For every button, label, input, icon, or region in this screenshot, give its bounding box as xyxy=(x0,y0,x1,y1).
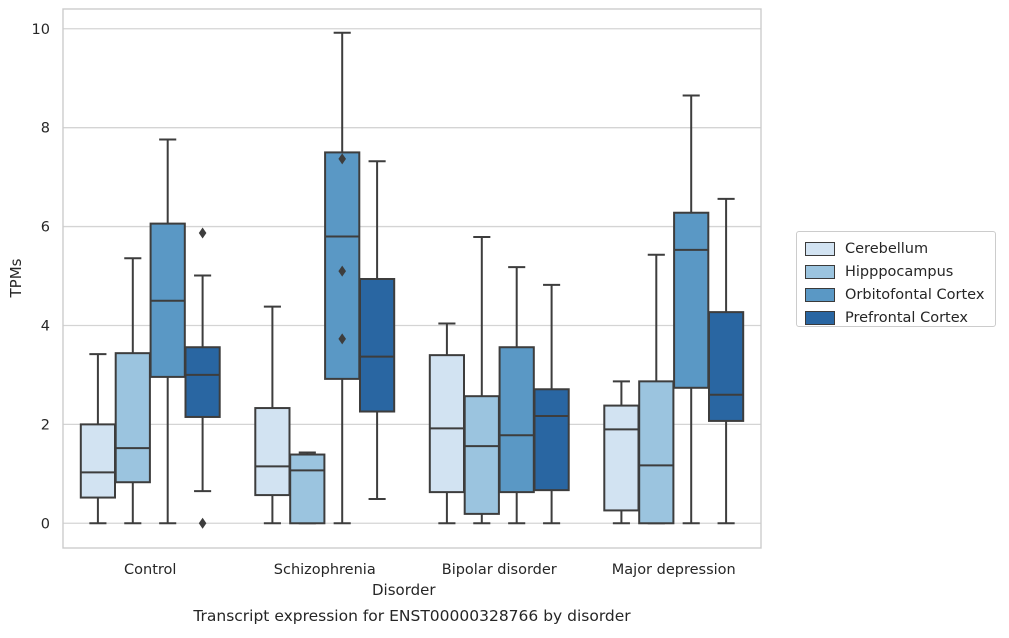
box-0-0 xyxy=(79,353,117,525)
box-2-2 xyxy=(498,266,535,525)
box-3-1 xyxy=(358,160,396,501)
legend-label-orbitofrontal-cortex: Orbitofontal Cortex xyxy=(845,286,985,303)
x-tick-label: Major depression xyxy=(612,562,736,578)
box-2-1 xyxy=(324,31,361,525)
box-iqr xyxy=(79,423,117,499)
legend-swatch-hippocampus xyxy=(805,264,835,279)
box-1-3 xyxy=(638,253,675,525)
y-tick-label: 6 xyxy=(41,220,50,236)
x-axis-title: Disorder xyxy=(372,581,436,599)
legend-item-hippocampus: Hipppocampus xyxy=(805,260,995,283)
outlier-point xyxy=(338,153,346,165)
legend-item-prefrontal-cortex: Prefrontal Cortex xyxy=(805,306,995,329)
x-tick-label: Bipolar disorder xyxy=(442,562,557,578)
legend-item-cerebellum: Cerebellum xyxy=(805,237,995,260)
legend-label-prefrontal-cortex: Prefrontal Cortex xyxy=(845,309,968,326)
box-1-0 xyxy=(114,257,151,525)
outlier-point xyxy=(198,227,207,239)
y-axis-title: TPMs xyxy=(7,258,25,298)
box-3-2 xyxy=(533,283,570,525)
legend-label-hippocampus: Hipppocampus xyxy=(845,263,954,280)
box-2-0 xyxy=(149,138,186,525)
legend-swatch-orbitofrontal-cortex xyxy=(805,287,835,302)
box-iqr xyxy=(358,277,396,413)
box-iqr xyxy=(707,311,745,422)
outlier-point xyxy=(198,517,207,529)
chart-caption: Transcript expression for ENST0000032876… xyxy=(193,607,631,625)
box-3-3 xyxy=(707,197,745,525)
box-1-2 xyxy=(463,235,500,525)
box-iqr xyxy=(603,404,640,512)
outlier-point xyxy=(338,333,346,345)
y-tick-label: 10 xyxy=(32,22,50,38)
box-iqr xyxy=(463,395,500,515)
box-iqr xyxy=(498,346,535,494)
box-0-3 xyxy=(603,380,640,525)
box-iqr xyxy=(673,211,710,389)
legend-swatch-prefrontal-cortex xyxy=(805,310,835,325)
box-3-0 xyxy=(184,227,221,529)
y-tick-labels: 0 2 4 6 8 10 xyxy=(32,22,50,532)
legend-item-orbitofrontal-cortex: Orbitofontal Cortex xyxy=(805,283,995,306)
box-iqr xyxy=(533,388,570,492)
legend-swatch-cerebellum xyxy=(805,241,835,256)
x-tick-label: Control xyxy=(124,562,176,578)
box-1-1 xyxy=(289,451,326,525)
box-iqr xyxy=(638,380,675,525)
box-iqr xyxy=(428,354,466,494)
box-iqr xyxy=(254,407,291,497)
x-tick-labels: Control Schizophrenia Bipolar disorder Majo… xyxy=(124,562,736,578)
box-iqr xyxy=(114,352,151,484)
y-tick-label: 2 xyxy=(41,417,50,433)
box-0-2 xyxy=(428,322,466,525)
box-plot-marks xyxy=(79,31,745,529)
box-0-1 xyxy=(254,305,291,525)
x-tick-label: Schizophrenia xyxy=(274,562,376,578)
y-tick-label: 8 xyxy=(41,121,50,137)
outlier-point xyxy=(338,265,346,277)
box-iqr xyxy=(289,453,326,525)
legend: Cerebellum Hipppocampus Orbitofontal Cor… xyxy=(796,231,996,327)
y-tick-label: 0 xyxy=(41,516,50,532)
y-tick-label: 4 xyxy=(41,318,50,334)
legend-label-cerebellum: Cerebellum xyxy=(845,240,929,257)
box-2-3 xyxy=(673,94,710,525)
box-iqr xyxy=(184,346,221,418)
plot-frame xyxy=(62,8,762,549)
